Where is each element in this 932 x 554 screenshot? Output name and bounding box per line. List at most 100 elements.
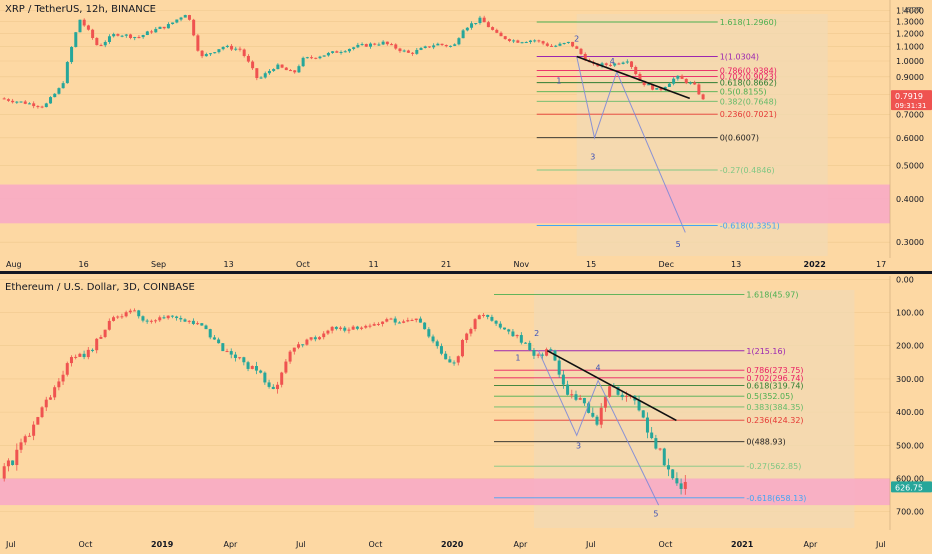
candle-body [550,45,554,47]
candle-body [124,34,128,36]
time-tick: Oct [369,540,383,549]
candle-body [116,316,120,318]
candle-body [57,381,61,388]
wave-label: 1 [556,77,561,86]
candle-body [82,353,86,358]
candle-body [625,61,629,63]
candle-body [364,325,368,328]
candle-body [162,26,166,29]
candle-body [368,43,372,47]
fib-label: 1.618(1.2960) [720,18,777,27]
time-tick: 21 [441,260,451,269]
time-tick: 17 [876,260,886,269]
candle-body [406,50,410,53]
candle-body [603,396,607,408]
fib-label: 1(215.16) [746,347,785,356]
candle-body [650,432,654,439]
candle-body [410,320,414,322]
candle-body [465,27,469,31]
candle-body [663,86,667,90]
candle-body [397,322,401,324]
candle-body [116,34,120,36]
time-tick: Jul [875,540,886,549]
xrp-pane-title: XRP / TetherUS, 12h, BINANCE [5,4,156,15]
candle-body [242,357,246,363]
candle-body [32,424,36,436]
price-tick: 0.7000 [896,111,924,120]
candle-body [91,29,95,39]
candle-body [617,63,621,65]
eth-pane-title: Ethereum / U.S. Dollar, 3D, COINBASE [5,282,195,293]
price-tick: 0.00 [896,275,914,284]
candle-body [292,347,296,352]
candle-body [250,366,254,369]
fib-label: 0.786(273.75) [746,366,803,375]
candle-body [671,469,675,479]
candle-body [406,320,410,322]
candle-body [520,42,524,44]
candle-body [452,362,456,364]
candle-body [339,51,343,53]
candle-body [554,45,558,47]
candle-body [65,62,69,84]
candle-body [600,63,604,67]
time-tick: Apr [224,540,239,549]
candle-body [651,84,655,90]
candle-body [141,316,145,321]
candle-body [658,448,662,450]
candle-body [40,106,44,108]
price-tick: 200.00 [896,342,924,351]
candle-body [524,342,528,344]
candle-body [608,64,612,66]
wave-label: 3 [590,152,595,161]
candle-body [200,50,204,57]
wave-label: 5 [676,240,681,249]
eth-pane: 1.618(45.97) 1(215.16) 0.786(273.75)0.702(… [0,275,932,550]
candle-body [469,328,473,334]
price-tick: 0.3000 [896,238,924,247]
candle-body [608,386,612,397]
candle-body [15,449,19,466]
candle-body [334,326,338,329]
candle-body [271,386,275,390]
candle-body [339,327,343,329]
candle-body [192,19,196,36]
wave-label: 2 [574,34,579,43]
fib-label: 1.618(45.97) [746,291,798,300]
time-tick: Jul [295,540,306,549]
candle-body [301,344,305,346]
fib-label: 0.236(0.7021) [720,110,777,119]
price-tick: 0.9000 [896,73,924,82]
candle-body [377,44,381,46]
candle-body [545,349,549,356]
candle-body [175,19,179,23]
candle-body [642,80,646,85]
candle-body [511,331,515,337]
candle-body [516,40,520,43]
fib-label: 0.383(384.35) [746,403,803,412]
candle-body [36,417,40,425]
candle-body [697,84,701,95]
candle-body [69,357,73,364]
candle-body [166,24,170,29]
candle-body [44,103,48,108]
candle-body [679,483,683,489]
price-axis [890,0,932,270]
candle-body [128,310,132,313]
candle-body [582,397,586,404]
candle-body [351,326,355,330]
time-tick: Nov [514,260,530,269]
candle-body [6,460,10,467]
price-tick: 0.6000 [896,134,924,143]
candle-body [561,374,565,385]
candle-body [557,360,561,375]
candle-body [470,23,474,28]
candle-body [145,31,149,36]
trendline [576,55,691,100]
candle-body [389,318,393,320]
candle-body [187,15,191,20]
candle-body [322,333,326,338]
candle-body [335,51,339,53]
